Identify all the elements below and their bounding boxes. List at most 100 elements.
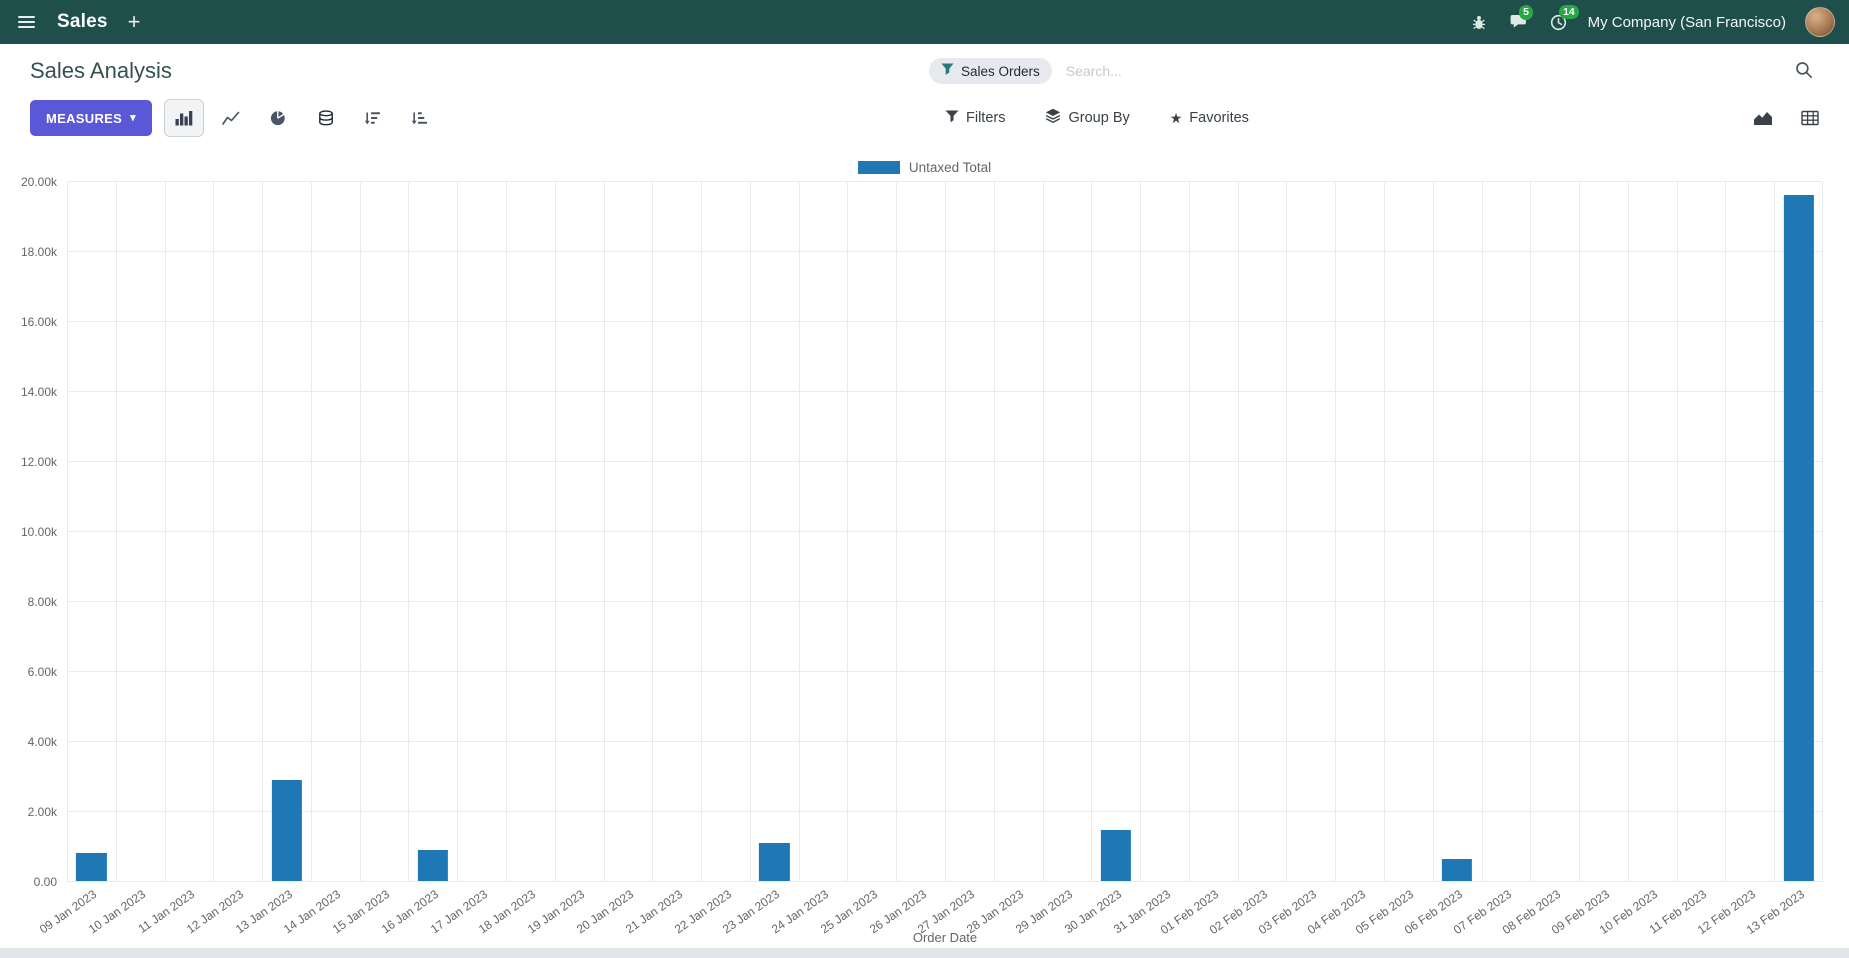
gridline-v bbox=[749, 182, 751, 882]
filter-facet-icon bbox=[941, 62, 954, 80]
gridline-v bbox=[408, 182, 410, 882]
gridline-v bbox=[701, 182, 703, 882]
app-name[interactable]: Sales bbox=[57, 11, 108, 32]
gridline-h bbox=[67, 181, 1823, 182]
search-bar: Sales Orders × bbox=[923, 56, 1823, 104]
y-tick-label: 8.00k bbox=[27, 595, 57, 609]
gridline-v bbox=[1774, 182, 1776, 882]
y-tick-label: 4.00k bbox=[27, 735, 57, 749]
gridline-v bbox=[1384, 182, 1385, 882]
gridline-v bbox=[164, 182, 166, 882]
messages-icon[interactable]: 5 bbox=[1508, 5, 1534, 32]
y-tick-label: 18.00k bbox=[20, 245, 57, 259]
favorites-label: Favorites bbox=[1189, 110, 1249, 126]
facet-label: Sales Orders bbox=[961, 63, 1040, 79]
y-tick-label: 16.00k bbox=[20, 315, 57, 329]
pie-chart-button[interactable] bbox=[258, 99, 298, 137]
control-panel-top: Sales Analysis Sales Orders × bbox=[0, 44, 1849, 104]
y-tick-label: 14.00k bbox=[20, 385, 57, 399]
stacked-toggle-button[interactable] bbox=[306, 99, 346, 137]
pivot-view-button[interactable] bbox=[1797, 106, 1823, 130]
gridline-v bbox=[798, 182, 800, 882]
user-avatar[interactable] bbox=[1805, 7, 1835, 37]
gridline-v bbox=[213, 182, 215, 882]
x-axis-title: Order Date bbox=[912, 930, 978, 945]
y-tick-label: 10.00k bbox=[20, 525, 57, 539]
y-tick-label: 20.00k bbox=[20, 175, 57, 189]
top-navbar: Sales + 5 14 My Company (San Francisco) bbox=[0, 0, 1849, 44]
navbar-left: Sales + bbox=[14, 11, 143, 33]
legend-label: Untaxed Total bbox=[908, 159, 992, 175]
gridline-v bbox=[1579, 182, 1581, 882]
bar-13-feb-2023[interactable] bbox=[1783, 195, 1814, 881]
gridline-v bbox=[554, 182, 556, 882]
sort-descending-button[interactable] bbox=[353, 99, 393, 137]
gridline-v bbox=[1140, 182, 1142, 882]
line-chart-button[interactable] bbox=[211, 99, 251, 137]
gridline-v bbox=[359, 182, 361, 882]
group-by-button[interactable]: Group By bbox=[1045, 108, 1130, 128]
gridline-v bbox=[993, 182, 995, 882]
y-tick-label: 12.00k bbox=[20, 455, 57, 469]
bug-icon[interactable] bbox=[1469, 12, 1489, 33]
filters-button[interactable]: Filters bbox=[945, 110, 1005, 127]
measures-label: MEASURES bbox=[46, 110, 123, 126]
gridline-v bbox=[1725, 182, 1727, 882]
bar-30-jan-2023[interactable] bbox=[1100, 830, 1131, 881]
control-panel-bottom: MEASURES ▾ bbox=[0, 90, 1849, 146]
view-switcher bbox=[1749, 90, 1823, 146]
gridline-v bbox=[896, 182, 898, 882]
bar-chart-button[interactable] bbox=[163, 99, 204, 137]
gridline-v bbox=[1530, 182, 1532, 882]
messages-badge: 5 bbox=[1518, 5, 1534, 20]
plot-row: 0.00 2.00k 4.00k 6.00k 8.00k 10.00k 12.00k 14.0… bbox=[0, 175, 1849, 889]
bar-13-jan-2023[interactable] bbox=[271, 779, 302, 881]
graph-view-button[interactable] bbox=[1749, 106, 1777, 130]
gridline-v bbox=[506, 182, 507, 882]
group-by-label: Group By bbox=[1068, 110, 1130, 126]
gridline-v bbox=[1042, 182, 1044, 882]
plus-icon[interactable]: + bbox=[127, 9, 141, 34]
gridline-v bbox=[1335, 182, 1337, 882]
gridline-v bbox=[1627, 182, 1629, 882]
gridline-v bbox=[945, 182, 946, 882]
gridline-v bbox=[67, 182, 68, 882]
gridline-v bbox=[1432, 182, 1434, 882]
star-icon: ★ bbox=[1169, 110, 1183, 126]
navbar-right: 5 14 My Company (San Francisco) bbox=[1469, 4, 1835, 37]
bar-06-feb-2023[interactable] bbox=[1442, 859, 1473, 881]
y-axis: 0.00 2.00k 4.00k 6.00k 8.00k 10.00k 12.00k 14.0… bbox=[0, 175, 67, 889]
bar-16-jan-2023[interactable] bbox=[417, 849, 448, 881]
hamburger-menu-icon[interactable] bbox=[14, 12, 39, 32]
bar-09-jan-2023[interactable] bbox=[76, 853, 107, 881]
activities-clock-icon[interactable]: 14 bbox=[1548, 4, 1580, 33]
filters-label: Filters bbox=[966, 110, 1006, 126]
search-facet-sales-orders[interactable]: Sales Orders × bbox=[929, 58, 1052, 104]
bar-23-jan-2023[interactable] bbox=[759, 842, 790, 881]
search-icon[interactable] bbox=[1791, 59, 1817, 84]
gridline-v bbox=[1188, 182, 1190, 882]
page-title: Sales Analysis bbox=[30, 58, 172, 83]
company-selector[interactable]: My Company (San Francisco) bbox=[1587, 13, 1786, 31]
x-axis-labels: 09 Jan 2023 10 Jan 2023 11 Jan 2023 12 Jan … bbox=[37, 882, 1823, 937]
sort-ascending-button[interactable] bbox=[400, 99, 440, 137]
gridline-v bbox=[1237, 182, 1239, 882]
gridline-v bbox=[1822, 182, 1823, 882]
gridline-v bbox=[1481, 182, 1483, 882]
legend-swatch bbox=[857, 160, 900, 174]
gridline-v bbox=[115, 182, 117, 882]
gridline-v bbox=[1286, 182, 1288, 882]
search-input[interactable] bbox=[1063, 62, 1791, 80]
chevron-down-icon: ▾ bbox=[130, 111, 136, 124]
chart-legend[interactable]: Untaxed Total bbox=[0, 154, 1849, 180]
gridline-v bbox=[603, 182, 605, 882]
chart-area: Untaxed Total 0.00 2.00k 4.00k 6.00k 8.00k 10… bbox=[0, 146, 1849, 948]
measures-button[interactable]: MEASURES ▾ bbox=[30, 100, 152, 136]
gridline-v bbox=[847, 182, 849, 882]
favorites-button[interactable]: ★ Favorites bbox=[1170, 110, 1249, 126]
layers-icon bbox=[1045, 108, 1061, 128]
activities-badge: 14 bbox=[1558, 4, 1580, 20]
gridline-v bbox=[1091, 182, 1093, 882]
chart-type-group bbox=[163, 99, 298, 137]
